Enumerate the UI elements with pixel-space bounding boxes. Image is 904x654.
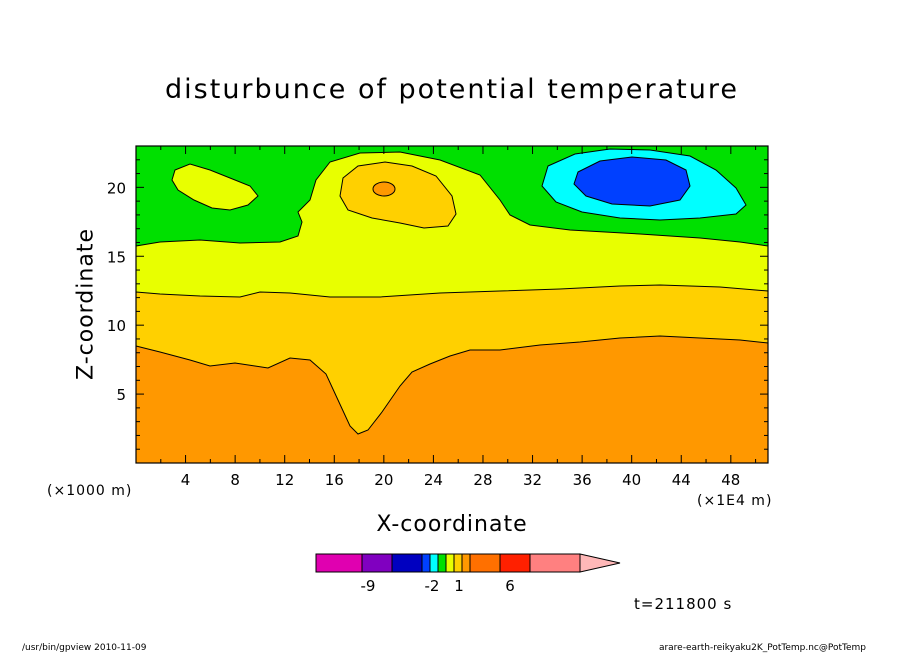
region-orange-core [372,181,396,197]
x-tick-label: 12 [275,471,294,489]
chart-title: disturbunce of potential temperature [165,74,739,105]
colorbar-label: 6 [505,577,515,595]
contour-fill [135,146,769,464]
footer-right: arare-earth-reikyaku2K_PotTemp.nc@PotTem… [658,643,866,653]
x-tick-label: 28 [473,471,492,489]
x-tick-label: 36 [573,471,592,489]
x-tick-label: 20 [374,471,393,489]
time-label: t=211800 s [634,595,733,613]
region-gold-blob [339,161,457,229]
x-tick-label: 32 [523,471,542,489]
colorbar-label: 1 [454,577,464,595]
x-tick-label: 4 [181,471,191,489]
x-tick-label: 24 [424,471,443,489]
colorbar-arrow [579,553,621,573]
footer-left: /usr/bin/gpview 2010-11-09 [22,643,147,653]
x-tick-label: 8 [230,471,240,489]
colorbar-segment [461,553,471,573]
colorbar-label: -2 [425,577,440,595]
region-yellow-blob [171,163,259,211]
colorbar-segment [429,553,439,573]
y-axis-ticks: 5 10 15 20 [107,159,768,450]
colorbar-segment [437,553,447,573]
region-orange [135,335,769,464]
colorbar-segment [529,553,581,573]
y-tick-label: 5 [116,386,126,404]
colorbar-segment [469,553,501,573]
colorbar-segment [445,553,455,573]
x-tick-label: 48 [721,471,740,489]
colorbar-segment [391,553,423,573]
colorbar-segment [453,553,463,573]
y-tick-label: 15 [107,248,126,266]
colorbar-label: -9 [361,577,376,595]
x-tick-label: 40 [622,471,641,489]
plot-frame [135,145,769,464]
colorbar-segment [361,553,393,573]
colorbar-segment [499,553,531,573]
y-tick-label: 20 [107,179,126,197]
y-axis-label: Z-coordinate [73,228,99,380]
colorbar: -9 -2 1 6 [315,553,621,595]
x-axis-label: X-coordinate [376,512,528,537]
x-axis-ticks: 4 8 12 16 20 24 28 32 36 40 44 48 [160,146,757,489]
x-unit-right: (×1E4 m) [697,493,773,509]
x-tick-label: 44 [672,471,691,489]
x-tick-label: 16 [325,471,344,489]
colorbar-segment [315,553,363,573]
x-unit-left: (×1000 m) [47,483,133,499]
region-blue [573,156,691,207]
colorbar-segment [421,553,431,573]
y-tick-label: 10 [107,317,126,335]
